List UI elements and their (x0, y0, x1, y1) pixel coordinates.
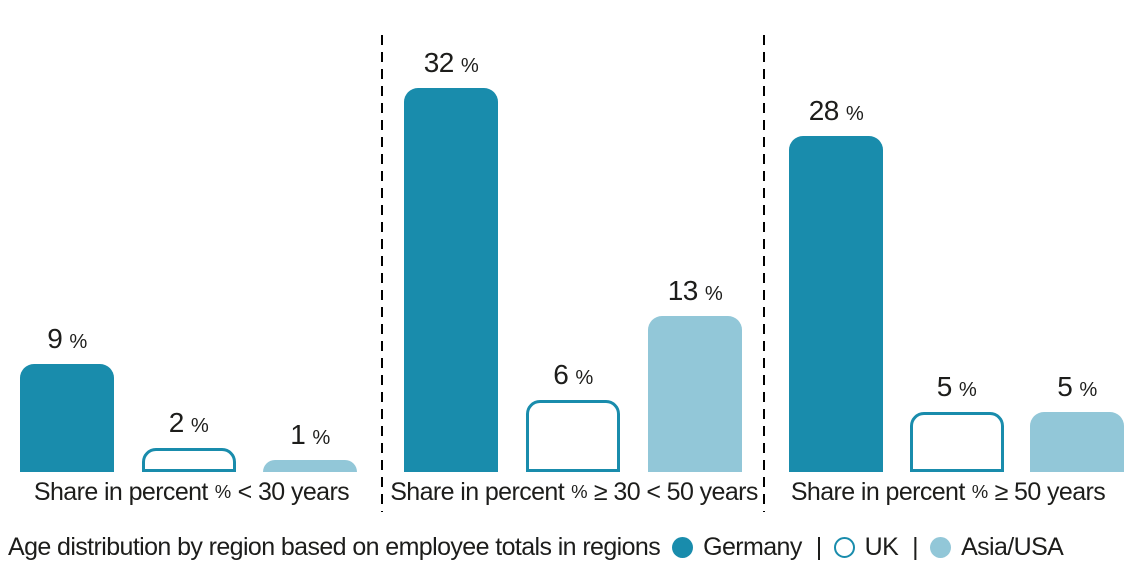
bar-value-label: 28% (809, 95, 864, 127)
bar-uk (909, 412, 1004, 472)
bar-value-label: 6% (553, 359, 593, 391)
bar-value-label: 5% (937, 371, 977, 403)
germany-dot-icon (672, 537, 694, 558)
percent-sign: % (704, 283, 723, 305)
bar-value-label: 1% (290, 419, 330, 451)
axis-label-prefix: Share in percent (33, 477, 208, 506)
bar-value-number: 6 (553, 359, 569, 390)
bar-value-label: 2% (169, 407, 209, 439)
bar-col-uk-over-50: 5% (909, 371, 1004, 472)
bar-col-uk-30-to-50: 6% (526, 359, 620, 472)
bar-uk (141, 448, 236, 472)
bar-value-label: 9% (47, 323, 87, 355)
axis-label-range: < 30 years (237, 477, 350, 506)
legend-label-asia-usa: Asia/USA (961, 533, 1064, 561)
legend-item-asia-usa: Asia/USA (930, 533, 1064, 562)
bar-col-uk-under-30: 2% (141, 407, 236, 472)
percent-sign: % (575, 367, 593, 389)
legend-separator: | (815, 533, 822, 561)
asia-usa-dot-icon (930, 537, 952, 558)
bar-col-germany-under-30: 9% (20, 323, 114, 472)
bar-col-asia-usa-30-to-50: 13% (648, 275, 742, 472)
bar-col-germany-over-50: 28% (789, 95, 883, 472)
axis-label-range: ≥ 50 years (994, 477, 1106, 506)
percent-sign: % (571, 481, 587, 502)
axis-label-prefix: Share in percent (390, 477, 565, 506)
bar-value-number: 13 (667, 275, 699, 306)
group-over-50-bars: 28% 5% 5% (765, 0, 1131, 472)
group-under-30-bars: 9% 2% 1% (0, 0, 383, 472)
bar-asia-usa (648, 316, 742, 472)
bar-germany (789, 136, 883, 472)
axis-label-prefix: Share in percent (790, 477, 965, 506)
bar-value-number: 32 (423, 47, 455, 78)
percent-sign: % (845, 103, 864, 125)
axis-label-over-50: Share in percent% ≥ 50 years (765, 472, 1131, 512)
percent-sign: % (214, 481, 231, 502)
bar-col-asia-usa-over-50: 5% (1030, 371, 1124, 472)
chart-caption: Age distribution by region based on empl… (8, 533, 661, 561)
legend-label-uk: UK (864, 533, 899, 561)
bar-germany (404, 88, 498, 472)
chart-caption-row: Age distribution by region based on empl… (8, 533, 1128, 562)
bar-value-number: 9 (47, 323, 63, 354)
percent-sign: % (190, 415, 209, 437)
legend-item-uk: UK (833, 533, 899, 562)
percent-sign: % (312, 427, 330, 449)
chart-groups: 9% 2% 1% Share in percent% < 30 years 32% (0, 0, 1131, 512)
percent-sign: % (971, 481, 988, 502)
dashed-divider-2 (763, 35, 765, 512)
percent-sign: % (1079, 379, 1097, 401)
group-under-30: 9% 2% 1% Share in percent% < 30 years (0, 0, 383, 512)
bar-value-label: 5% (1057, 371, 1097, 403)
bar-value-number: 2 (168, 407, 185, 438)
bar-value-label: 13% (668, 275, 723, 307)
group-over-50: 28% 5% 5% Share in percent% ≥ 50 years (765, 0, 1131, 512)
axis-label-range: ≥ 30 < 50 years (593, 477, 758, 506)
legend-separator: | (912, 533, 919, 561)
bar-germany (20, 364, 114, 472)
group-30-to-50: 32% 6% 13% Share in percent% ≥ 30 < 50 ye… (383, 0, 765, 512)
axis-label-under-30: Share in percent% < 30 years (0, 472, 383, 512)
bar-value-number: 28 (808, 95, 840, 126)
legend-item-germany: Germany (672, 533, 802, 562)
dashed-divider-1 (381, 35, 383, 512)
bar-value-number: 1 (290, 419, 306, 450)
bar-value-label: 32% (424, 47, 479, 79)
legend-label-germany: Germany (703, 533, 802, 561)
bar-value-number: 5 (936, 371, 953, 402)
uk-circle-icon (833, 537, 855, 558)
bar-col-germany-30-to-50: 32% (404, 47, 498, 472)
percent-sign: % (958, 379, 977, 401)
bar-value-number: 5 (1057, 371, 1073, 402)
percent-sign: % (69, 331, 87, 353)
percent-sign: % (460, 55, 479, 77)
bar-asia-usa (1030, 412, 1124, 472)
group-30-to-50-bars: 32% 6% 13% (383, 0, 765, 472)
bar-asia-usa (263, 460, 357, 472)
bar-uk (526, 400, 620, 472)
axis-label-30-to-50: Share in percent% ≥ 30 < 50 years (383, 472, 765, 512)
bar-col-asia-usa-under-30: 1% (263, 419, 357, 472)
